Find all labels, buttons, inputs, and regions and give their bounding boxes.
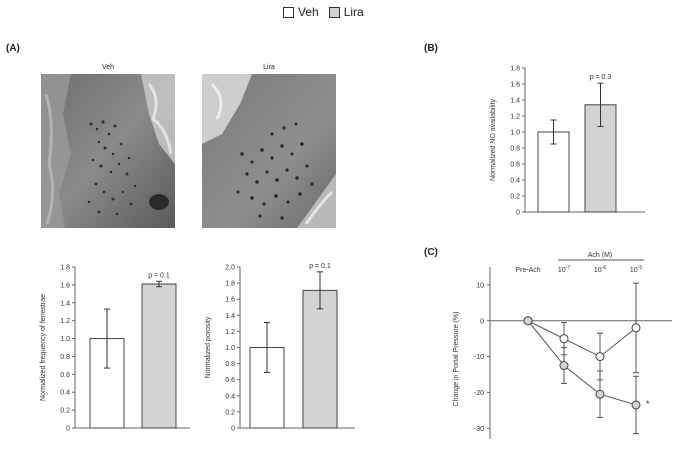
bar-lira [302, 289, 338, 429]
p-value-annotation: p = 0.1 [148, 272, 170, 279]
series-line-lira [527, 320, 637, 406]
y-axis-label: Normalized porosity [205, 316, 212, 378]
point-lira [523, 316, 533, 326]
y-tick-label: 1.2 [225, 329, 235, 336]
y-tick-label: -20 [474, 390, 484, 397]
y-tick-label: 0.4 [60, 390, 70, 397]
legend-label-veh: Veh [298, 5, 319, 19]
y-tick-label: 0 [66, 426, 70, 433]
y-tick-label: 0.4 [510, 178, 520, 185]
significance-marker: * [646, 399, 650, 409]
legend-item-lira: Lira [328, 5, 364, 19]
y-tick-label: 0.6 [60, 372, 70, 379]
chart-porosity: 0 0.2 0.4 0.6 0.8 1.0 1.2 1.4 1.6 1.8 2.0 Normalize… [205, 263, 355, 433]
y-tick-label: 10 [476, 282, 484, 289]
y-axis-label: Normalized NO availability [490, 98, 497, 181]
micrograph-label-veh: Veh [101, 64, 115, 71]
micrograph-label-lira: Lira [263, 64, 275, 71]
point-veh [595, 352, 605, 362]
panel-b-label: (B) [424, 43, 438, 54]
point-veh [559, 334, 569, 344]
y-tick-label: 0.8 [510, 146, 520, 153]
legend-swatch-lira [328, 6, 340, 18]
p-value-annotation: p = 0.3 [590, 74, 612, 81]
legend-item-veh: Veh [283, 5, 319, 19]
y-tick-label: 1.0 [60, 336, 70, 343]
x-tick-label: 10-5 [630, 265, 642, 274]
x-tick-label: 10-6 [594, 265, 606, 274]
x-tick-exponent: -7 [566, 265, 571, 271]
y-tick-label: 1.8 [225, 281, 235, 288]
point-lira [631, 400, 641, 410]
bar-lira [141, 283, 177, 429]
y-tick-label: -30 [474, 426, 484, 433]
y-tick-label: 1.6 [60, 282, 70, 289]
ach-group-label: Ach (M) [588, 252, 613, 259]
y-tick-label: 0.2 [510, 194, 520, 201]
y-tick-label: 1.8 [60, 265, 70, 272]
y-tick-label: 1.0 [225, 345, 235, 352]
y-tick-label: 1.2 [510, 114, 520, 121]
micrograph-lira [202, 74, 336, 228]
y-tick-label: 1.6 [225, 297, 235, 304]
y-tick-label: 1.6 [510, 82, 520, 89]
x-tick-label: Pre-Ach [515, 267, 540, 274]
y-tick-label: 0.2 [225, 409, 235, 416]
chart-portal-pressure: 10 0 -10 -20 -30 Change in Portal Pressure (%… [453, 252, 672, 439]
p-value-annotation: p = 0.1 [309, 263, 331, 270]
y-axis-label: Change in Portal Pressure (%) [453, 312, 460, 407]
y-tick-label: -10 [474, 354, 484, 361]
micrograph-veh [41, 74, 175, 228]
y-tick-label: 1.4 [225, 313, 235, 320]
legend-swatch-veh [283, 6, 294, 18]
panel-c-label: (C) [424, 247, 438, 258]
series-line-veh [527, 320, 637, 358]
y-tick-label: 0 [516, 210, 520, 217]
y-tick-label: 1.4 [60, 300, 70, 307]
y-tick-label: 0 [480, 318, 484, 325]
y-tick-label: 1.8 [510, 66, 520, 73]
x-tick-exponent: -5 [638, 265, 643, 271]
y-tick-label: 0.8 [60, 354, 70, 361]
y-tick-label: 2.0 [225, 265, 235, 272]
y-tick-label: 0.8 [225, 361, 235, 368]
point-lira [559, 361, 569, 371]
y-axis-label: Normalized frequency of fenestrae [40, 294, 47, 401]
legend: Veh Lira [283, 4, 364, 20]
bar-veh [537, 131, 570, 213]
chart-no-availability: 0 0.2 0.4 0.6 0.8 1.0 1.2 1.4 1.6 1.8 Normalized N… [490, 66, 645, 217]
point-veh [631, 323, 641, 333]
y-tick-label: 0.6 [225, 377, 235, 384]
y-tick-label: 0.4 [225, 393, 235, 400]
y-tick-label: 1.4 [510, 98, 520, 105]
panel-a-label: (A) [6, 43, 20, 54]
x-tick-label: 10-7 [558, 265, 570, 274]
y-tick-label: 0.2 [60, 408, 70, 415]
chart-fenestrae: 0 0.2 0.4 0.6 0.8 1.0 1.2 1.4 1.6 1.8 Normalized f… [40, 265, 190, 433]
y-tick-label: 1.0 [510, 130, 520, 137]
y-tick-label: 0.6 [510, 162, 520, 169]
x-tick-exponent: -6 [602, 265, 607, 271]
point-lira [595, 389, 605, 399]
y-tick-label: 1.2 [60, 318, 70, 325]
y-tick-label: 0 [231, 426, 235, 433]
legend-label-lira: Lira [343, 5, 364, 19]
